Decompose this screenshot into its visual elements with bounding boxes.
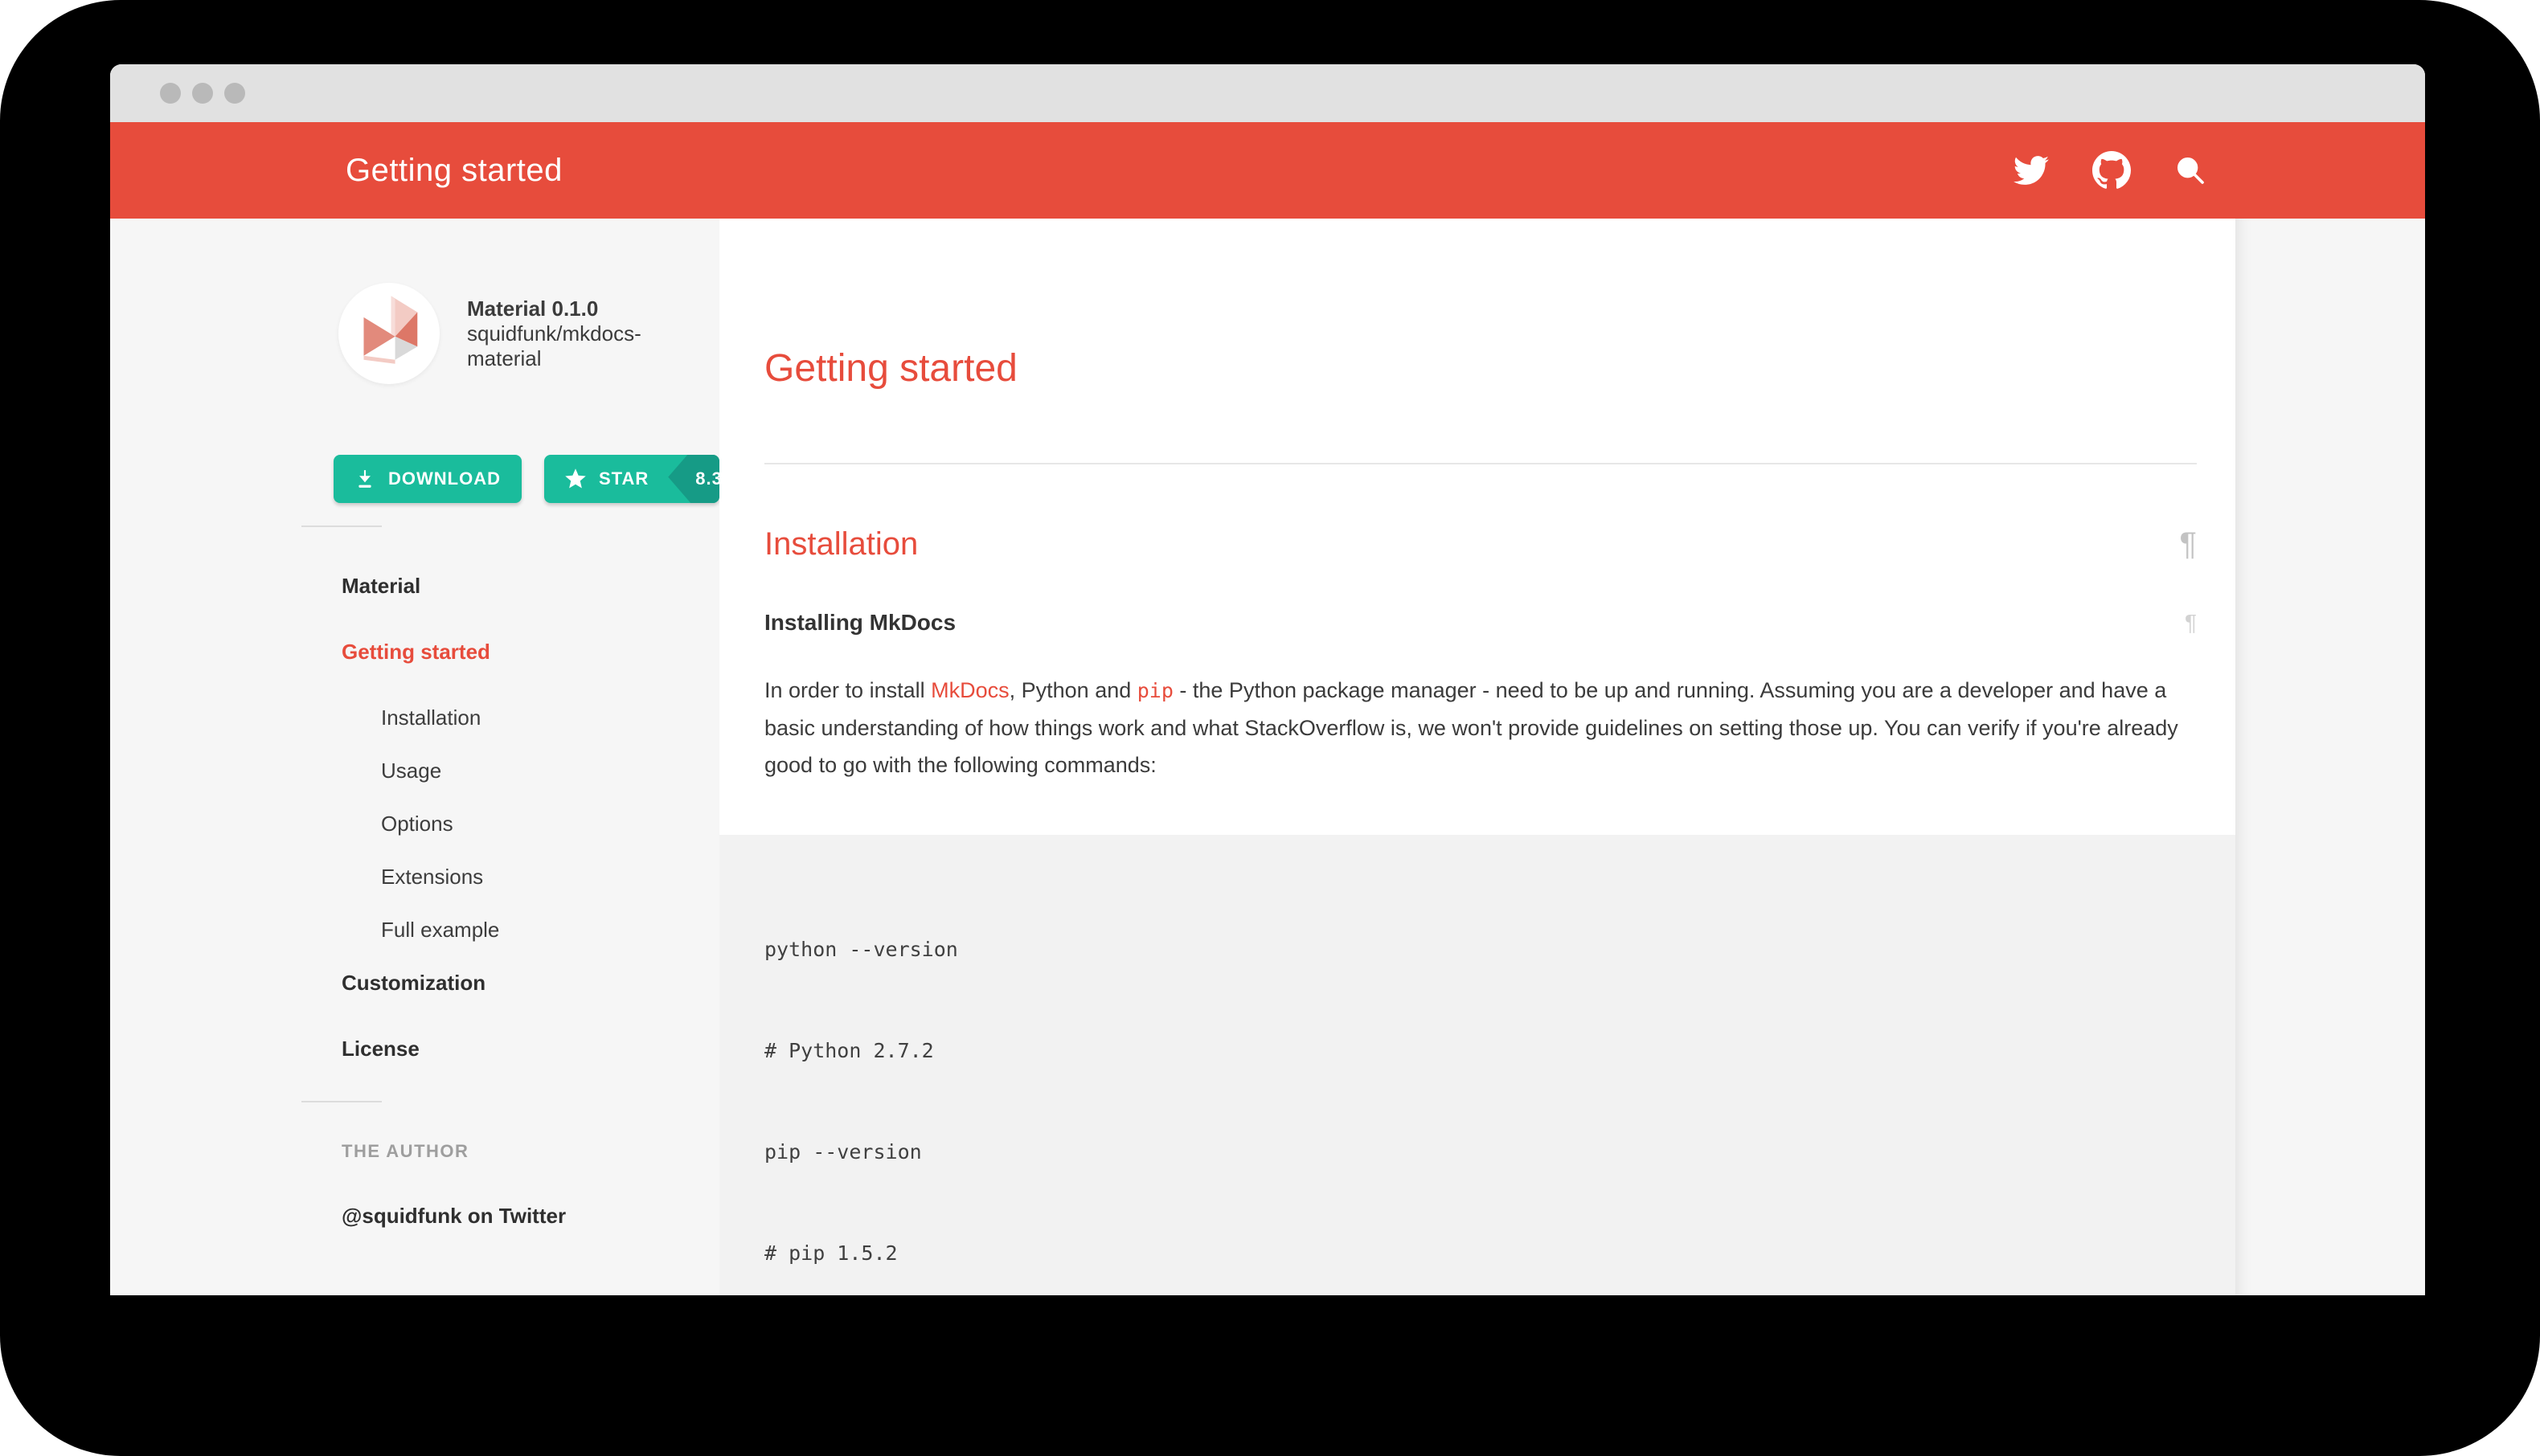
github-icon[interactable] — [2092, 151, 2131, 190]
paragraph-text: In order to install — [764, 678, 932, 702]
code-block-version-check: python --version # Python 2.7.2 pip --ve… — [719, 835, 2235, 1295]
app-header: Getting started — [110, 122, 2425, 219]
sidebar-item-options[interactable]: Options — [381, 812, 453, 836]
code-line: # Python 2.7.2 — [764, 1039, 934, 1062]
sidebar-item-extensions[interactable]: Extensions — [381, 865, 484, 889]
window-control-maximize[interactable] — [224, 83, 245, 104]
code-line: # pip 1.5.2 — [764, 1241, 898, 1265]
permalink-pilcrow-icon[interactable]: ¶ — [2184, 610, 2197, 635]
download-button-label: DOWNLOAD — [388, 468, 501, 489]
intro-paragraph: In order to install MkDocs, Python and p… — [764, 672, 2197, 783]
twitter-icon[interactable] — [2014, 153, 2049, 188]
sidebar: Material 0.1.0 squidfunk/mkdocs-material… — [110, 219, 719, 1295]
code-line: python --version — [764, 938, 958, 961]
content-page-title: Getting started — [764, 347, 1018, 390]
window-titlebar — [110, 64, 2425, 122]
material-logo — [338, 283, 440, 384]
logo-right-facet — [395, 312, 418, 347]
author-twitter-link[interactable]: @squidfunk on Twitter — [342, 1204, 567, 1228]
download-button[interactable]: DOWNLOAD — [334, 455, 522, 503]
mkdocs-link[interactable]: MkDocs — [931, 678, 1010, 702]
sidebar-item-installation[interactable]: Installation — [381, 706, 481, 730]
content-divider — [764, 463, 2197, 464]
subsection-heading-installing-mkdocs: Installing MkDocs — [764, 610, 957, 635]
action-buttons: DOWNLOAD STAR 8.3k — [334, 455, 719, 503]
sidebar-item-getting-started[interactable]: Getting started — [342, 640, 490, 664]
sidebar-divider-top — [301, 526, 382, 527]
page-title-header: Getting started — [346, 152, 563, 188]
star-button[interactable]: STAR 8.3k — [543, 455, 719, 503]
window-control-close[interactable] — [160, 83, 181, 104]
project-name: Material 0.1.0 — [467, 296, 599, 321]
main-content: Getting started Installation ¶ Installin… — [719, 219, 2235, 1295]
sidebar-item-usage[interactable]: Usage — [381, 759, 442, 783]
paragraph-text: - the Python package manager - need to b… — [764, 678, 2178, 777]
project-info: Material 0.1.0 squidfunk/mkdocs-material — [338, 283, 719, 384]
logo-light-facet — [391, 296, 418, 337]
section-heading-installation: Installation — [764, 526, 919, 562]
pip-inline-code: pip — [1137, 679, 1174, 702]
sidebar-item-full-example[interactable]: Full example — [381, 918, 500, 942]
author-section-heading: THE AUTHOR — [342, 1141, 469, 1161]
header-icon-group — [2014, 151, 2206, 190]
star-count-badge: 8.3k — [668, 455, 719, 503]
sidebar-item-material[interactable]: Material — [342, 574, 421, 598]
project-text: Material 0.1.0 squidfunk/mkdocs-material — [467, 297, 648, 371]
star-button-label: STAR — [598, 468, 649, 489]
paragraph-text: , Python and — [1009, 678, 1137, 702]
search-icon[interactable] — [2174, 154, 2206, 186]
window-control-minimize[interactable] — [192, 83, 213, 104]
download-icon — [354, 468, 375, 489]
sidebar-item-customization[interactable]: Customization — [342, 971, 486, 995]
logo-gray-facet — [395, 336, 418, 360]
project-repo: squidfunk/mkdocs-material — [467, 321, 641, 370]
sidebar-item-license[interactable]: License — [342, 1037, 420, 1061]
star-button-main: STAR — [544, 455, 668, 503]
right-gutter — [2235, 219, 2425, 1295]
sidebar-divider-bottom — [301, 1101, 382, 1102]
permalink-pilcrow-icon[interactable]: ¶ — [2179, 526, 2197, 562]
star-icon — [563, 467, 588, 491]
logo-left-facet — [363, 317, 395, 356]
sidebar-nav: Material Getting started Installation Us… — [342, 572, 719, 1062]
browser-window: Getting started — [110, 64, 2425, 1295]
code-line: pip --version — [764, 1140, 922, 1164]
